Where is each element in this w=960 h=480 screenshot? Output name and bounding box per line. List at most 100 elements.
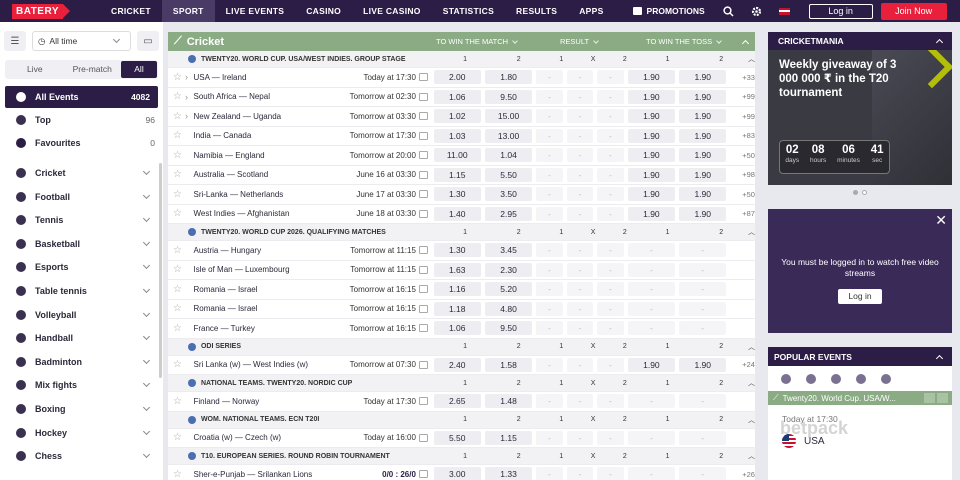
favourite-star-icon[interactable]: ☆ — [173, 130, 182, 142]
nav-cricket[interactable]: CRICKET — [111, 6, 151, 16]
match-name[interactable]: Sher-e-Punjab — Srilankan Lions — [193, 469, 313, 479]
table-row[interactable]: ☆ Romania — Israel Tomorrow at 16:15 1.18 4.… — [168, 299, 755, 319]
more-markets-count[interactable]: +50 — [742, 189, 755, 199]
favourite-star-icon[interactable]: ☆ — [173, 169, 182, 181]
odds-win-1[interactable]: 2.40 — [433, 357, 481, 372]
odds-win-1[interactable]: 1.15 — [433, 167, 481, 182]
table-row[interactable]: ☆ France — Turkey Tomorrow at 16:15 1.06 9.5… — [168, 319, 755, 339]
match-name[interactable]: Romania — Israel — [193, 284, 258, 294]
join-now-button[interactable]: Join Now — [880, 2, 947, 20]
odds-win-1[interactable]: 1.18 — [433, 301, 481, 316]
language-selector[interactable] — [771, 0, 799, 22]
stats-icon[interactable] — [418, 324, 428, 333]
sidebar-item-football[interactable]: Football — [0, 185, 163, 209]
odds-win-2[interactable]: 1.58 — [484, 357, 533, 372]
match-name[interactable]: Namibia — England — [193, 150, 265, 160]
football-icon[interactable] — [806, 373, 816, 384]
odds-toss-1[interactable]: 1.90 — [627, 206, 676, 221]
login-button[interactable]: Log in — [808, 3, 873, 19]
more-markets-count[interactable]: +99 — [742, 111, 755, 121]
match-name[interactable]: Sri Lanka (w) — West Indies (w) — [193, 360, 309, 370]
table-row[interactable]: ☆ Sher-e-Punjab — Srilankan Lions 0/0 : 26… — [168, 465, 755, 480]
odds-win-2[interactable]: 1.80 — [484, 70, 533, 85]
sidebar-item-cricket[interactable]: Cricket — [0, 161, 163, 185]
sidebar-item-volleyball[interactable]: Volleyball — [0, 303, 163, 327]
favourite-star-icon[interactable]: ☆ — [173, 110, 182, 122]
chevron-up-icon[interactable]: ︿ — [747, 343, 755, 351]
table-row[interactable]: ☆ Australia — Scotland June 16 at 03:30 1.1… — [168, 165, 755, 185]
odds-win-2[interactable]: 15.00 — [484, 109, 533, 124]
odds-toss-2[interactable]: 1.90 — [679, 89, 727, 104]
odds-toss-1[interactable]: 1.90 — [627, 167, 676, 182]
odds-win-1[interactable]: 2.65 — [433, 394, 481, 409]
more-markets-count[interactable]: +87 — [742, 209, 755, 219]
table-row[interactable]: ☆ West Indies — Afghanistan June 18 at 03:… — [168, 204, 755, 224]
odds-toss-2[interactable]: 1.90 — [679, 206, 727, 221]
stats-icon[interactable] — [418, 304, 428, 313]
match-name[interactable]: West Indies — Afghanistan — [193, 209, 290, 219]
nav-apps[interactable]: APPS — [579, 6, 604, 16]
stats-icon[interactable] — [418, 190, 428, 199]
odds-win-2[interactable]: 9.50 — [484, 321, 533, 336]
odds-win-1[interactable]: 1.63 — [433, 262, 481, 277]
stats-icon[interactable] — [418, 397, 428, 406]
more-markets-count[interactable]: +33 — [742, 72, 755, 82]
filter-toggle-button[interactable]: ☰ — [4, 31, 26, 51]
match-name[interactable]: Croatia (w) — Czech (w) — [193, 433, 282, 443]
league-header[interactable]: T10. EUROPEAN SERIES. ROUND ROBIN TOURNA… — [168, 448, 755, 465]
carousel-dot[interactable] — [862, 189, 867, 195]
prev-arrow-icon[interactable] — [924, 393, 935, 403]
favourite-star-icon[interactable]: ☆ — [173, 283, 182, 295]
match-name[interactable]: South Africa — Nepal — [193, 92, 270, 102]
expand-chevron-icon[interactable]: › — [184, 91, 188, 102]
next-arrow-icon[interactable] — [937, 393, 948, 403]
favourite-star-icon[interactable]: ☆ — [173, 359, 182, 371]
table-row[interactable]: ☆ India — Canada Tomorrow at 17:30 1.03 13.0… — [168, 126, 755, 146]
odds-win-2[interactable]: 2.95 — [484, 206, 533, 221]
cricket-bat-icon[interactable] — [781, 373, 791, 384]
odds-win-1[interactable]: 1.06 — [433, 89, 481, 104]
match-name[interactable]: USA — Ireland — [193, 72, 247, 82]
odds-toss-2[interactable]: 1.90 — [679, 187, 727, 202]
col-result[interactable]: RESULT — [548, 37, 636, 46]
match-name[interactable]: Australia — Scotland — [193, 170, 269, 180]
favourite-star-icon[interactable]: ☆ — [173, 468, 182, 480]
odds-toss-1[interactable]: 1.90 — [627, 357, 676, 372]
league-header[interactable]: TWENTY20. WORLD CUP 2026. QUALIFYING MAT… — [168, 224, 755, 241]
chevron-up-icon[interactable] — [935, 38, 944, 47]
promotions-link[interactable]: PROMOTIONS — [623, 6, 715, 16]
favourite-star-icon[interactable]: ☆ — [173, 149, 182, 161]
nav-statistics[interactable]: STATISTICS — [442, 6, 495, 16]
odds-toss-1[interactable]: 1.90 — [627, 128, 676, 143]
favourite-star-icon[interactable]: ☆ — [173, 244, 182, 256]
expand-chevron-icon[interactable]: › — [184, 72, 188, 83]
nav-live-casino[interactable]: LIVE CASINO — [363, 6, 421, 16]
odds-toss-1[interactable]: 1.90 — [627, 89, 676, 104]
tab-live[interactable]: Live — [26, 64, 43, 74]
close-icon[interactable]: ✕ — [935, 212, 947, 228]
sidebar-item-esports[interactable]: Esports — [0, 256, 163, 280]
odds-win-1[interactable]: 3.00 — [433, 467, 481, 480]
favourite-star-icon[interactable]: ☆ — [173, 188, 182, 200]
sidebar-item-badminton[interactable]: Badminton — [0, 350, 163, 374]
odds-win-1[interactable]: 5.50 — [433, 430, 481, 445]
favourite-star-icon[interactable]: ☆ — [173, 264, 182, 276]
sidebar-item-table-tennis[interactable]: Table tennis — [0, 279, 163, 303]
odds-win-2[interactable]: 13.00 — [484, 128, 533, 143]
sidebar-scrollbar[interactable] — [159, 163, 162, 378]
tab-all[interactable]: All — [121, 61, 157, 78]
stats-icon[interactable] — [418, 112, 428, 121]
chevron-up-icon[interactable]: ︿ — [747, 229, 755, 236]
search-button[interactable] — [715, 0, 743, 22]
table-row[interactable]: ☆ › USA — Ireland Today at 17:30 2.00 1.80- - -… — [168, 68, 755, 88]
nav-sport[interactable]: SPORT — [161, 0, 215, 22]
odds-win-1[interactable]: 1.06 — [433, 321, 481, 336]
match-name[interactable]: New Zealand — Uganda — [193, 111, 282, 121]
odds-toss-2[interactable]: 1.90 — [679, 128, 727, 143]
more-markets-count[interactable]: +24 — [742, 360, 755, 370]
match-name[interactable]: France — Turkey — [193, 323, 255, 333]
stats-icon[interactable] — [418, 470, 428, 479]
league-header[interactable]: TWENTY20. WORLD CUP. USA/WEST INDIES. GR… — [168, 51, 755, 68]
stats-icon[interactable] — [418, 209, 428, 218]
odds-toss-1[interactable]: 1.90 — [627, 187, 676, 202]
